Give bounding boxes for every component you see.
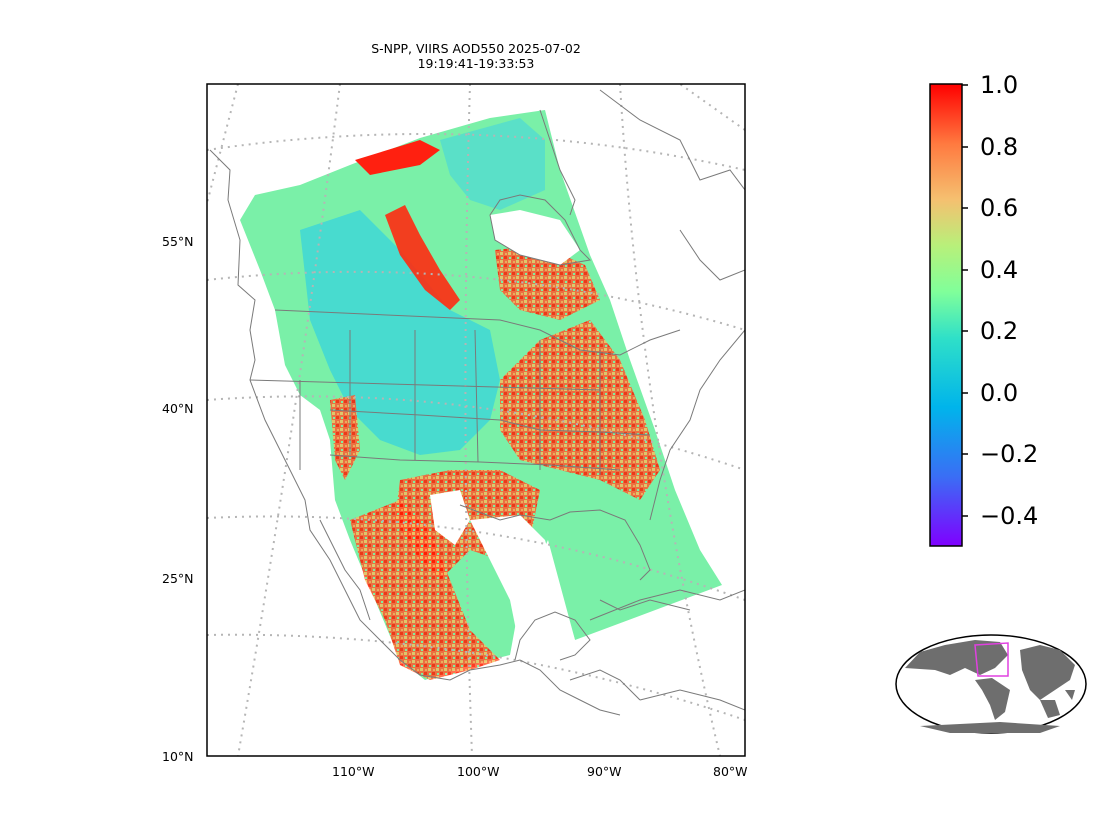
lat-label-55: 55°N [162, 234, 194, 249]
coastlines [209, 89, 745, 716]
map-area [207, 84, 745, 756]
colorbar-tick-label: −0.2 [980, 440, 1039, 468]
aod-high-mexico [350, 500, 500, 680]
inset-region-box [974, 642, 1009, 677]
aod-high-plume [385, 205, 460, 310]
aod-low-region-north [440, 118, 545, 210]
lon-label-100w: 100°W [457, 764, 500, 779]
lon-label-80w: 80°W [713, 764, 748, 779]
map-title-line2: 19:19:41-19:33:53 [417, 56, 535, 71]
lon-label-110w: 110°W [332, 764, 375, 779]
sw-gap [430, 490, 470, 545]
aod-high-north-edge [355, 140, 440, 175]
colorbar-tick-label: 0.0 [980, 379, 1019, 407]
inset-globe [895, 634, 1087, 734]
aod-high-great-lakes [495, 245, 600, 320]
map-title-line1: S-NPP, VIIRS AOD550 2025-07-02 [371, 41, 581, 56]
lon-label-90w: 90°W [587, 764, 622, 779]
colorbar-tick-label: 0.8 [980, 133, 1019, 161]
lat-label-10: 10°N [162, 749, 194, 764]
colorbar-tick-label: −0.4 [980, 502, 1039, 530]
hudson-gap [490, 210, 580, 265]
gulf-of-mexico-gap [470, 515, 575, 650]
lat-label-25: 25°N [162, 571, 194, 586]
colorbar-tick-label: 0.6 [980, 194, 1019, 222]
colorbar-ticks [962, 84, 968, 517]
graticule [207, 84, 745, 756]
colorbar-tick-label: 1.0 [980, 71, 1019, 99]
colorbar [929, 83, 963, 547]
colorbar-tick-label: 0.4 [980, 256, 1019, 284]
aod-high-west [330, 395, 360, 480]
map-frame [206, 83, 746, 757]
lat-label-40: 40°N [162, 401, 194, 416]
colorbar-tick-label: 0.2 [980, 317, 1019, 345]
